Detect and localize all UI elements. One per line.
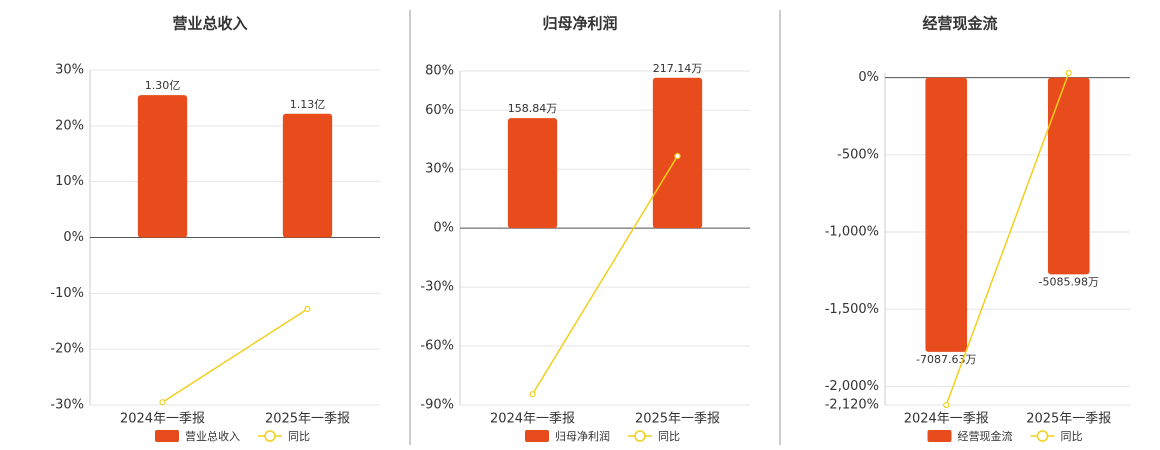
x-tick-label: 2024年一季报 bbox=[490, 412, 575, 427]
line-marker bbox=[304, 305, 311, 313]
legend-swatch bbox=[927, 430, 952, 442]
line-marker bbox=[529, 391, 536, 398]
legend-label: 归母净利润 bbox=[555, 429, 610, 443]
y-tick-label: 80% bbox=[425, 64, 454, 79]
y-tick-label: 0% bbox=[433, 221, 454, 236]
legend-label: 经营现金流 bbox=[958, 429, 1013, 443]
y-tick-label: -2,000% bbox=[825, 379, 879, 394]
y-tick-label: 30% bbox=[425, 162, 454, 177]
bar bbox=[1047, 77, 1090, 275]
value-label: 217.14万 bbox=[653, 62, 703, 75]
legend-swatch bbox=[525, 430, 549, 442]
y-tick-label: 60% bbox=[425, 103, 454, 118]
y-tick-label: 0% bbox=[858, 70, 879, 85]
legend-label: 同比 bbox=[1061, 430, 1083, 443]
bar bbox=[925, 77, 968, 352]
legend-label: 营业总收入 bbox=[185, 429, 240, 443]
y-tick-label: -1,500% bbox=[825, 302, 879, 317]
line-marker bbox=[674, 152, 681, 160]
x-tick-label: 2025年一季报 bbox=[635, 412, 720, 427]
y-tick-label: 10% bbox=[55, 174, 84, 189]
y-tick-label: 30% bbox=[55, 63, 84, 78]
value-label: -7087.63万 bbox=[916, 353, 976, 366]
line bbox=[531, 155, 679, 395]
y-tick-label: -30% bbox=[420, 280, 454, 295]
y-tick-label: -60% bbox=[420, 339, 454, 354]
chart-title: 营业总收入 bbox=[172, 15, 247, 33]
x-tick-label: 2025年一季报 bbox=[265, 412, 350, 427]
line bbox=[945, 72, 1070, 406]
y-tick-label: -20% bbox=[50, 342, 84, 357]
legend-swatch bbox=[155, 430, 179, 442]
legend-swatch bbox=[634, 430, 646, 442]
value-label: 1.30亿 bbox=[145, 79, 181, 92]
legend-label: 同比 bbox=[658, 430, 680, 443]
y-tick-label: -30% bbox=[50, 398, 84, 413]
line-marker bbox=[943, 401, 950, 409]
y-tick-label: -1,000% bbox=[825, 225, 879, 240]
chart-title: 经营现金流 bbox=[922, 15, 997, 33]
value-label: 1.13亿 bbox=[290, 98, 326, 111]
legend-label: 同比 bbox=[288, 430, 310, 443]
bar bbox=[507, 118, 558, 229]
y-tick-label: 20% bbox=[55, 118, 84, 133]
y-tick-label: -500% bbox=[837, 147, 879, 162]
x-tick-label: 2024年一季报 bbox=[904, 412, 989, 427]
bar bbox=[652, 77, 703, 229]
line-marker bbox=[1065, 69, 1072, 77]
x-tick-label: 2024年一季报 bbox=[120, 412, 205, 427]
y-tick-label: -10% bbox=[50, 286, 84, 301]
legend-swatch bbox=[264, 430, 276, 442]
line bbox=[162, 308, 308, 403]
bar bbox=[282, 113, 333, 238]
y-tick-label: -2,120% bbox=[825, 398, 879, 413]
chart-title: 归母净利润 bbox=[542, 15, 617, 33]
value-label: -5085.98万 bbox=[1039, 275, 1099, 288]
y-tick-label: 0% bbox=[63, 230, 84, 245]
value-label: 158.84万 bbox=[508, 102, 558, 115]
y-tick-label: -90% bbox=[420, 398, 454, 413]
x-tick-label: 2025年一季报 bbox=[1026, 412, 1111, 427]
legend-swatch bbox=[1036, 430, 1049, 442]
bar bbox=[137, 95, 188, 238]
line-marker bbox=[159, 399, 166, 406]
